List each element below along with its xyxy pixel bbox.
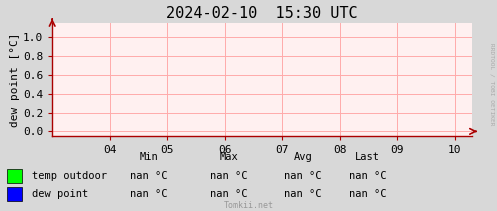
- Text: nan °C: nan °C: [349, 171, 387, 181]
- Text: nan °C: nan °C: [284, 171, 322, 181]
- Text: RRDTOOL / TOBI OETIKER: RRDTOOL / TOBI OETIKER: [490, 43, 495, 126]
- Text: nan °C: nan °C: [210, 189, 248, 199]
- Text: Tomkii.net: Tomkii.net: [224, 202, 273, 210]
- Text: Min: Min: [140, 152, 159, 162]
- Text: nan °C: nan °C: [210, 171, 248, 181]
- Text: dew point: dew point: [32, 189, 88, 199]
- Text: Last: Last: [355, 152, 380, 162]
- Text: Max: Max: [219, 152, 238, 162]
- Text: nan °C: nan °C: [284, 189, 322, 199]
- Title: 2024-02-10  15:30 UTC: 2024-02-10 15:30 UTC: [166, 6, 358, 21]
- Text: nan °C: nan °C: [130, 189, 168, 199]
- Y-axis label: dew point [°C]: dew point [°C]: [10, 32, 20, 127]
- Text: Avg: Avg: [294, 152, 313, 162]
- Text: temp outdoor: temp outdoor: [32, 171, 107, 181]
- Text: nan °C: nan °C: [130, 171, 168, 181]
- Text: nan °C: nan °C: [349, 189, 387, 199]
